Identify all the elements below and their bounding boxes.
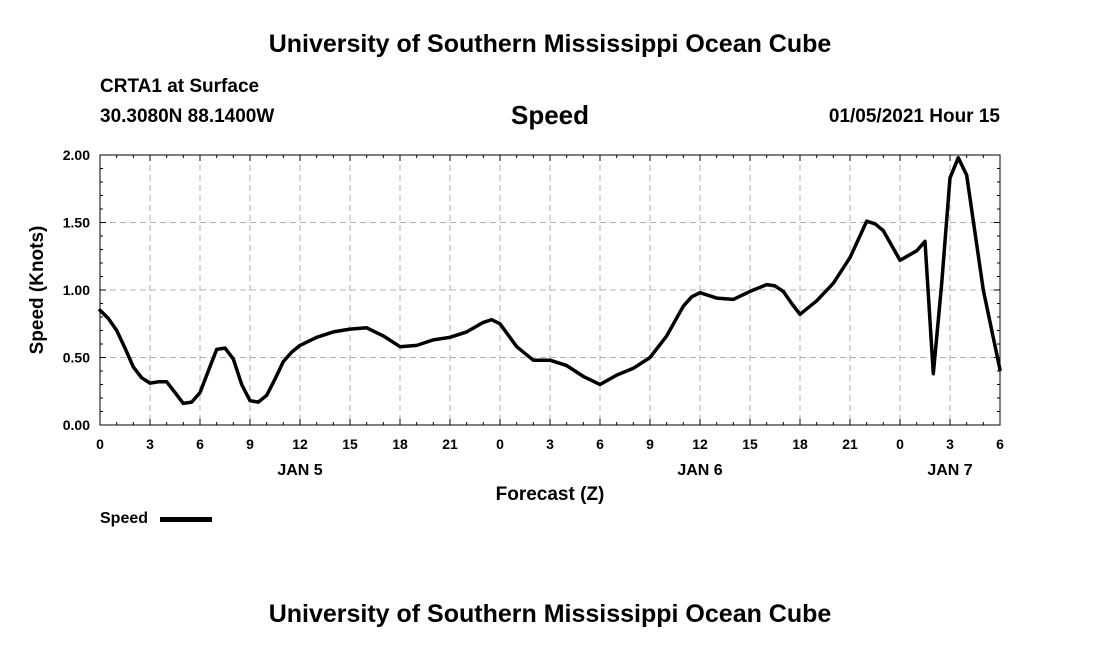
x-tick-label: 21 bbox=[442, 436, 458, 452]
x-tick-label: 18 bbox=[792, 436, 808, 452]
page-title: University of Southern Mississippi Ocean… bbox=[268, 30, 832, 58]
x-axis-label: Forecast (Z) bbox=[496, 484, 605, 505]
datetime-label: 01/05/2021 Hour 15 bbox=[828, 106, 1000, 127]
x-tick-label: 0 bbox=[496, 436, 504, 452]
x-tick-label: 0 bbox=[896, 436, 904, 452]
day-label: JAN 5 bbox=[277, 462, 322, 479]
x-tick-label: 0 bbox=[96, 436, 104, 452]
x-tick-label: 12 bbox=[292, 436, 308, 452]
y-tick-label: 0.00 bbox=[63, 417, 90, 433]
x-tick-label: 21 bbox=[842, 436, 858, 452]
legend-swatch bbox=[160, 517, 212, 522]
day-label: JAN 6 bbox=[677, 462, 722, 479]
chart-ticks: 0 3 6 9 12 15 18 21 0 3 6 9 12 15 18 21 0 3 6 0.00 0.50 1.00 1… bbox=[63, 147, 1004, 479]
x-tick-label: 15 bbox=[742, 436, 758, 452]
x-tick-label: 6 bbox=[196, 436, 204, 452]
footer-title: University of Southern Mississippi Ocean… bbox=[268, 600, 832, 628]
x-tick-label: 3 bbox=[546, 436, 554, 452]
chart-title: Speed bbox=[510, 100, 590, 130]
x-tick-label: 9 bbox=[246, 436, 254, 452]
chart-grid bbox=[100, 155, 1000, 425]
station-label: CRTA1 at Surface bbox=[100, 76, 260, 97]
y-tick-label: 1.00 bbox=[63, 282, 90, 298]
chart-series bbox=[98, 155, 1002, 406]
x-tick-label: 6 bbox=[596, 436, 604, 452]
coordinates-label: 30.3080N 88.1400W bbox=[100, 106, 275, 127]
x-tick-label: 18 bbox=[392, 436, 408, 452]
day-label: JAN 7 bbox=[927, 462, 972, 479]
y-tick-label: 2.00 bbox=[63, 147, 90, 163]
y-tick-label: 0.50 bbox=[63, 350, 90, 366]
x-tick-label: 12 bbox=[692, 436, 708, 452]
x-tick-label: 15 bbox=[342, 436, 358, 452]
series-line-speed bbox=[98, 155, 1002, 406]
plot-frame bbox=[99, 154, 1001, 426]
x-tick-label: 3 bbox=[146, 436, 154, 452]
legend-label: Speed bbox=[100, 510, 149, 527]
y-tick-label: 1.50 bbox=[63, 215, 90, 231]
y-axis-label: Speed (Knots) bbox=[27, 226, 48, 355]
x-tick-label: 9 bbox=[646, 436, 654, 452]
x-tick-label: 6 bbox=[996, 436, 1004, 452]
x-tick-label: 3 bbox=[946, 436, 954, 452]
